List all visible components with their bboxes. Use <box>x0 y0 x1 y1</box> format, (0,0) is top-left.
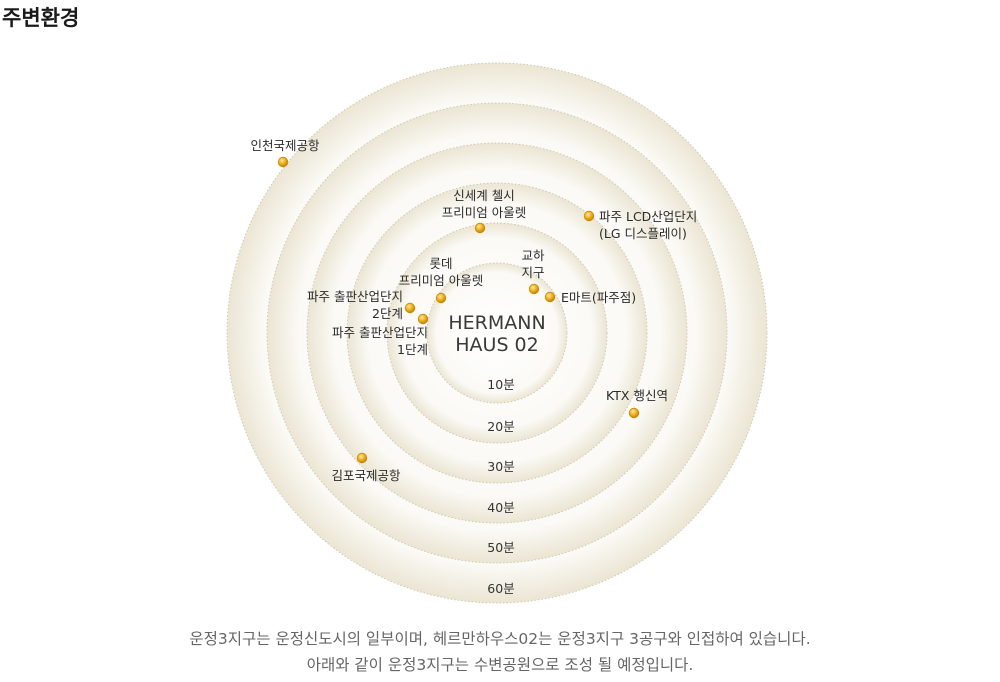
page-title: 주변환경 <box>2 6 80 30</box>
place-marker: 인천국제공항 <box>250 138 320 168</box>
place-marker: E마트(파주점) <box>544 290 636 305</box>
place-dot-icon <box>417 313 429 325</box>
place-dot-icon <box>356 452 368 464</box>
place-label: 교하 <box>521 248 545 263</box>
place-label: 프리미엄 아울렛 <box>399 273 483 288</box>
ring-labels: 10분 20분 30분 40분 50분 60분 <box>487 377 514 596</box>
place-dot-icon <box>277 156 289 168</box>
center-label-line-2: HAUS 02 <box>455 334 538 356</box>
place-label: 파주 출판산업단지 <box>307 289 403 304</box>
place-label: 지구 <box>521 265 544 280</box>
place-marker: 파주 LCD산업단지 (LG 디스플레이) <box>583 209 697 241</box>
place-label: 신세계 첼시 <box>453 188 514 203</box>
place-dot-icon <box>628 407 640 419</box>
center-label-line-1: HERMANN <box>448 312 545 334</box>
place-label: 2단계 <box>372 306 403 321</box>
caption-line-1: 운정3지구는 운정신도시의 일부이며, 헤르만하우스02는 운정3지구 3공구와… <box>189 630 811 648</box>
place-marker: 파주 출판산업단지 2단계 <box>307 289 416 321</box>
place-label: 1단계 <box>397 342 428 357</box>
ring-label-1: 10분 <box>487 377 514 392</box>
place-marker: 파주 출판산업단지 1단계 <box>332 313 429 357</box>
caption-line-2: 아래와 같이 운정3지구는 수변공원으로 조성 될 예정입니다. <box>306 656 694 674</box>
place-label: 인천국제공항 <box>250 138 320 153</box>
place-dot-icon <box>435 292 447 304</box>
ring-label-6: 60분 <box>487 581 514 596</box>
center-label: HERMANN HAUS 02 <box>448 312 545 356</box>
place-label: 파주 LCD산업단지 <box>599 209 697 224</box>
place-label: 롯데 <box>429 256 452 271</box>
ring-label-2: 20분 <box>487 419 514 434</box>
place-marker: 김포국제공항 <box>331 452 401 483</box>
place-label: 파주 출판산업단지 <box>332 325 428 340</box>
place-marker: KTX 행신역 <box>606 388 668 419</box>
place-dot-icon <box>528 283 540 295</box>
ring-label-5: 50분 <box>487 540 514 555</box>
place-label: E마트(파주점) <box>561 290 636 305</box>
place-label: 김포국제공항 <box>331 468 401 483</box>
place-label: KTX 행신역 <box>606 388 668 403</box>
place-dot-icon <box>474 222 486 234</box>
place-label: (LG 디스플레이) <box>599 226 687 241</box>
place-label: 프리미엄 아울렛 <box>442 205 526 220</box>
ring-label-4: 40분 <box>487 500 514 515</box>
place-dot-icon <box>583 210 595 222</box>
place-dot-icon <box>404 302 416 314</box>
ring-label-3: 30분 <box>487 459 514 474</box>
place-dot-icon <box>544 291 556 303</box>
time-rings <box>226 62 768 604</box>
time-ring-1 <box>426 262 568 404</box>
